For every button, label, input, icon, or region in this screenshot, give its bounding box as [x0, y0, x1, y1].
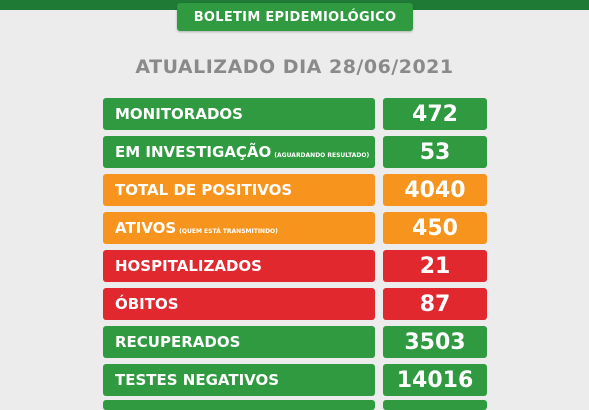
stat-label-box: TESTES NEGATIVOS: [103, 364, 375, 396]
stat-value: 3503: [404, 329, 466, 355]
stat-label-box: MONITORADOS: [103, 98, 375, 130]
stat-value-box: 450: [383, 212, 487, 244]
stat-label: TOTAL DE POSITIVOS: [115, 181, 293, 199]
stat-label-box: RECUPERADOS: [103, 326, 375, 358]
stats-list: MONITORADOS 472 EM INVESTIGAÇÃO (AGUARDA…: [103, 98, 487, 402]
stat-value: 14016: [396, 367, 474, 393]
stat-label-box: ATIVOS (QUEM ESTÁ TRANSMITINDO): [103, 212, 375, 244]
header-banner: BOLETIM EPIDEMIOLÓGICO: [177, 3, 413, 31]
stat-value-box: 3503: [383, 326, 487, 358]
stat-label: HOSPITALIZADOS: [115, 257, 262, 275]
stat-label-box: EM INVESTIGAÇÃO (AGUARDANDO RESULTADO): [103, 136, 375, 168]
stat-label: ATIVOS: [115, 219, 177, 237]
stat-label-box: TOTAL DE POSITIVOS: [103, 174, 375, 206]
stat-sublabel: (AGUARDANDO RESULTADO): [274, 151, 370, 159]
stat-label: MONITORADOS: [115, 105, 243, 123]
stat-row-monitorados: MONITORADOS 472: [103, 98, 487, 130]
stat-row-recuperados: RECUPERADOS 3503: [103, 326, 487, 358]
updated-date: ATUALIZADO DIA 28/06/2021: [135, 56, 454, 78]
stat-value-box: 14016: [383, 364, 487, 396]
stat-value-box: 53: [383, 136, 487, 168]
stat-value: 87: [419, 291, 451, 317]
stat-value-box: 472: [383, 98, 487, 130]
stat-value: 53: [419, 139, 451, 165]
header-title: BOLETIM EPIDEMIOLÓGICO: [193, 9, 397, 25]
stat-value: 21: [419, 253, 451, 279]
stat-value: 472: [412, 101, 458, 127]
stat-value-box: [383, 400, 487, 410]
stat-label-box: HOSPITALIZADOS: [103, 250, 375, 282]
stat-row-cutoff: [103, 400, 487, 410]
stat-label: RECUPERADOS: [115, 333, 241, 351]
stat-row-em-investigacao: EM INVESTIGAÇÃO (AGUARDANDO RESULTADO) 5…: [103, 136, 487, 168]
stat-value-box: 21: [383, 250, 487, 282]
stat-value-box: 87: [383, 288, 487, 320]
stat-row-ativos: ATIVOS (QUEM ESTÁ TRANSMITINDO) 450: [103, 212, 487, 244]
stat-value: 450: [412, 215, 458, 241]
stat-label-box: ÓBITOS: [103, 288, 375, 320]
stat-value: 4040: [404, 177, 466, 203]
stat-row-total-positivos: TOTAL DE POSITIVOS 4040: [103, 174, 487, 206]
stat-label-box: [103, 400, 375, 410]
stat-label: EM INVESTIGAÇÃO: [115, 143, 272, 161]
stat-sublabel: (QUEM ESTÁ TRANSMITINDO): [179, 227, 278, 235]
stat-row-hospitalizados: HOSPITALIZADOS 21: [103, 250, 487, 282]
stat-label: ÓBITOS: [115, 295, 179, 313]
stat-row-testes-negativos: TESTES NEGATIVOS 14016: [103, 364, 487, 396]
stat-value-box: 4040: [383, 174, 487, 206]
stat-label: TESTES NEGATIVOS: [115, 371, 280, 389]
stat-row-obitos: ÓBITOS 87: [103, 288, 487, 320]
